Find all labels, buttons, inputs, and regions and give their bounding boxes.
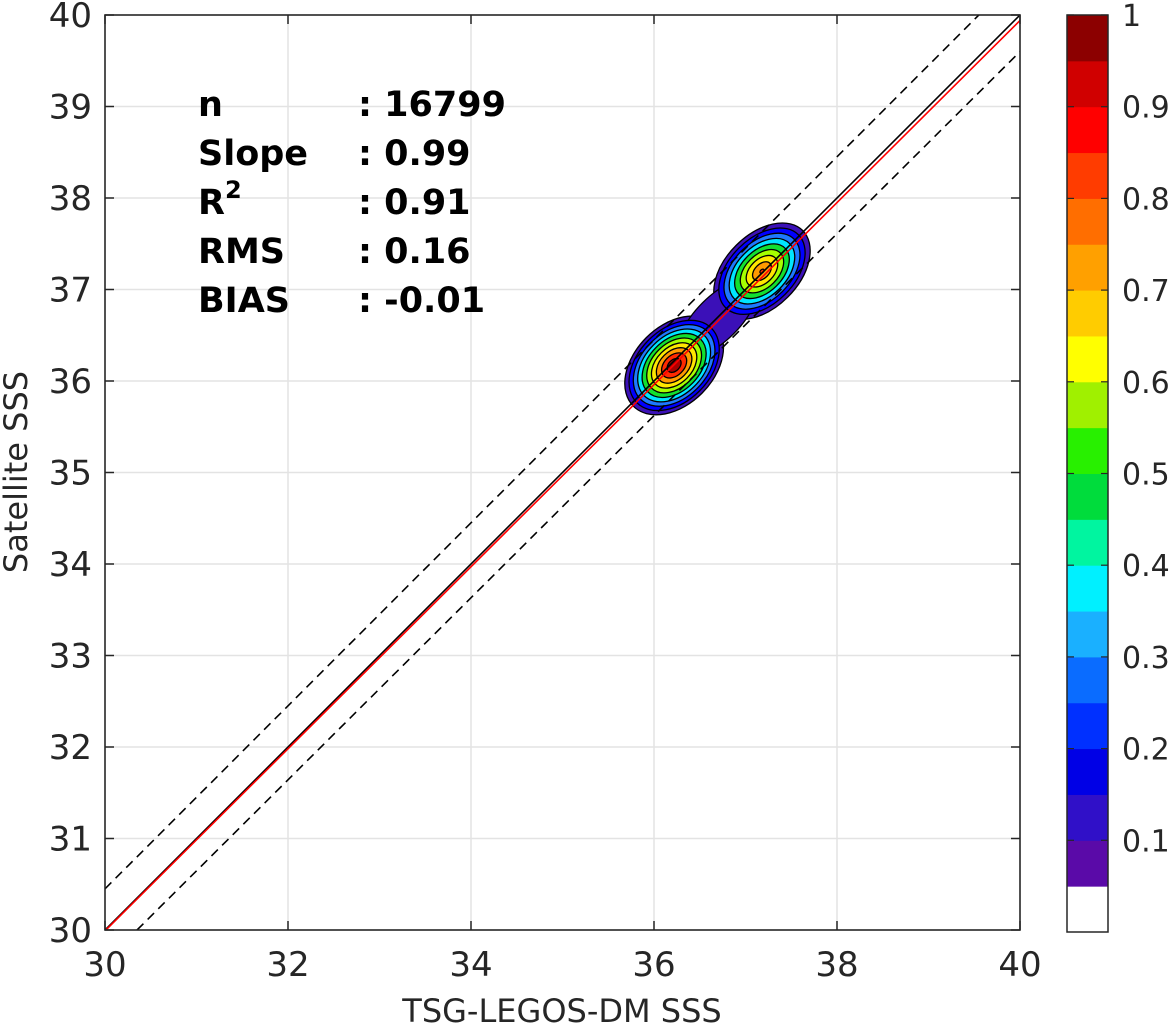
stat-superscript: 2: [225, 176, 242, 204]
stat-value: : 0.91: [358, 183, 471, 223]
stat-value: : 16799: [358, 85, 506, 125]
y-tick-label: 31: [49, 820, 92, 860]
y-tick-label: 34: [49, 545, 92, 585]
one-to-one-line: [105, 15, 1020, 930]
y-tick-label: 37: [49, 271, 92, 311]
colorbar-tick-label: 0.1: [1122, 824, 1170, 859]
colorbar-tick-label: 0.4: [1122, 549, 1170, 584]
colorbar-tick-label: 0.5: [1122, 458, 1170, 493]
lower-bound-line: [136, 51, 1020, 930]
colorbar-tick-label: 0.9: [1122, 91, 1170, 126]
stat-label: BIAS: [198, 281, 290, 321]
colorbar-band: [1067, 381, 1108, 429]
colorbar-band: [1067, 335, 1108, 383]
colorbar-band: [1067, 794, 1108, 841]
stat-value: : -0.01: [358, 281, 485, 321]
regression-line: [105, 19, 1020, 930]
y-tick-label: 32: [49, 728, 92, 768]
colorbar: 0.1 0.2 0.3 0.4 0.5 0.6 0.7 0.8 0.9 1: [1066, 0, 1170, 933]
colorbar-band: [1067, 748, 1108, 795]
colorbar-band: [1067, 886, 1108, 933]
stat-value: : 0.16: [358, 232, 471, 272]
colorbar-band: [1067, 198, 1108, 245]
y-tick-label: 40: [49, 0, 92, 36]
stat-value: : 0.99: [358, 134, 471, 174]
colorbar-tick-label: 0.8: [1122, 182, 1170, 217]
colorbar-tick-label: 1: [1122, 0, 1141, 34]
y-axis-label: Satellite SSS: [0, 371, 35, 573]
x-tick-label: 32: [266, 945, 309, 985]
stat-label: RMS: [198, 232, 285, 272]
colorbar-tick-label: 0.7: [1122, 274, 1170, 309]
colorbar-band: [1067, 611, 1108, 658]
colorbar-band: [1067, 519, 1108, 566]
y-tick-label: 33: [49, 637, 92, 677]
colorbar-band: [1067, 152, 1108, 199]
x-tick-label: 34: [449, 945, 492, 985]
colorbar-band: [1067, 702, 1108, 750]
plot-frame: [104, 14, 1021, 931]
y-tick-label: 35: [49, 454, 92, 494]
x-axis-label: TSG-LEGOS-DM SSS: [401, 992, 721, 1028]
colorbar-band: [1067, 244, 1108, 291]
colorbar-band: [1067, 840, 1108, 887]
colorbar-band: [1067, 15, 1108, 62]
colorbar-band: [1067, 290, 1108, 337]
y-tick-label: 39: [49, 88, 92, 128]
colorbar-band: [1067, 473, 1108, 520]
colorbar-tick-label: 0.2: [1122, 733, 1170, 768]
x-tick-label: 38: [815, 945, 858, 985]
colorbar-band: [1067, 656, 1108, 704]
y-tick-label: 36: [49, 362, 92, 402]
colorbar-band: [1067, 427, 1108, 474]
upper-bound-line: [105, 15, 980, 890]
reference-lines: [105, 15, 1020, 930]
y-tick-label: 38: [49, 179, 92, 219]
colorbar-band: [1067, 106, 1108, 154]
x-tick-label: 36: [632, 945, 675, 985]
x-tick-label: 40: [998, 945, 1041, 985]
colorbar-band: [1067, 565, 1108, 612]
stat-label: Slope: [198, 134, 308, 174]
colorbar-tick-label: 0.3: [1122, 641, 1170, 676]
stat-label: n: [198, 85, 223, 125]
grid: [105, 15, 1020, 930]
colorbar-band: [1067, 60, 1108, 108]
colorbar-tick-label: 0.6: [1122, 366, 1170, 401]
x-tick-label: 30: [83, 945, 126, 985]
y-tick-label: 30: [49, 911, 92, 951]
axis-ticks: 30 32 34 36 38 40 30 31 32 33 34 35 36 37 38 39 40: [49, 0, 1042, 985]
